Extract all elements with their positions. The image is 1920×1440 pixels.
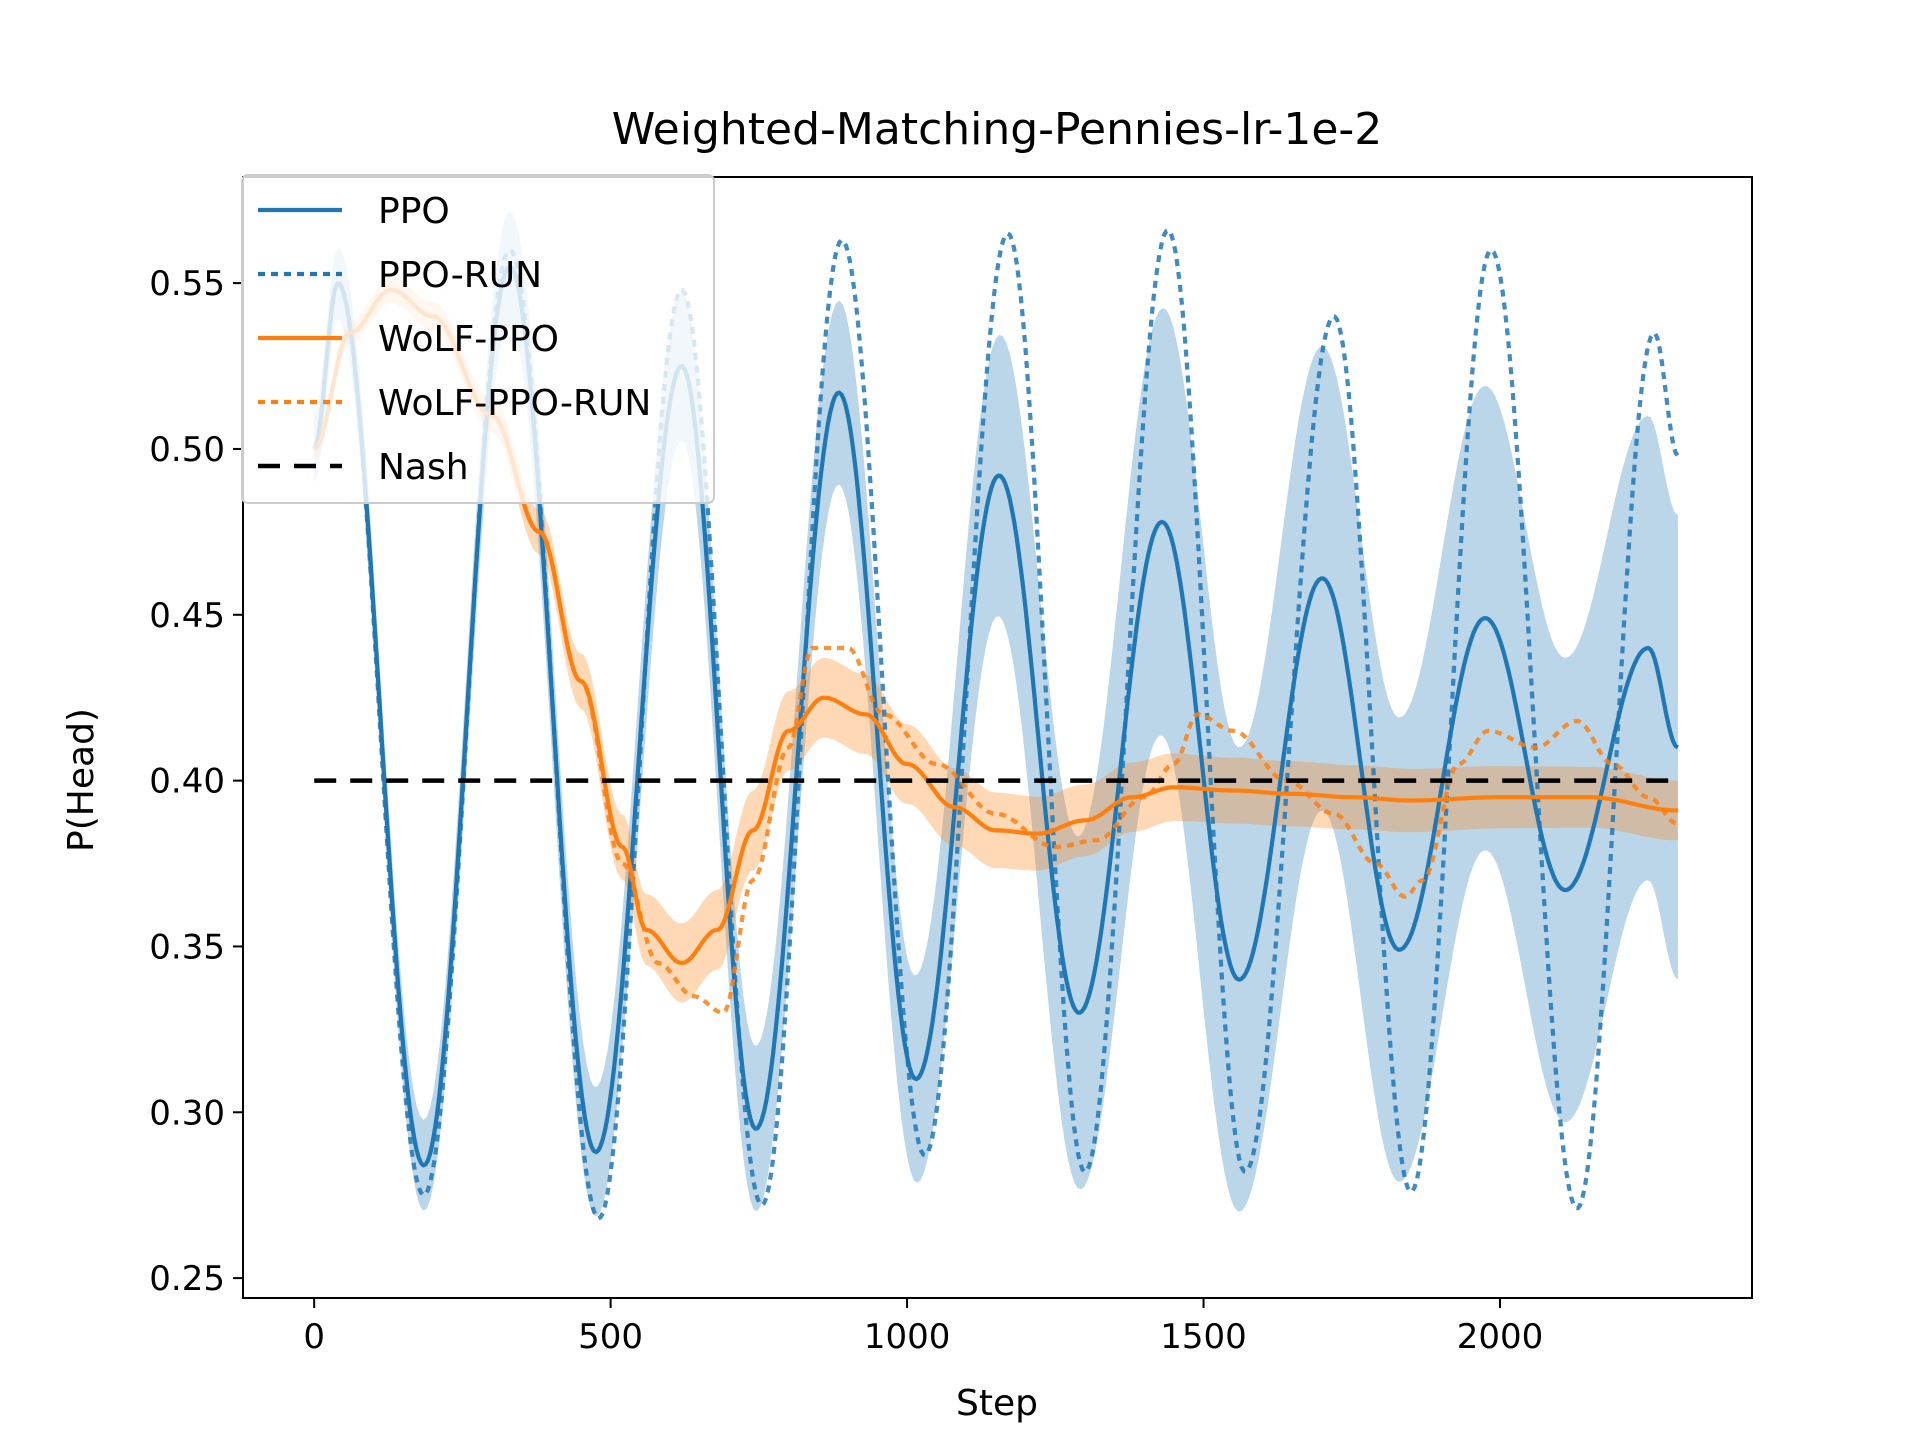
legend-label: WoLF-PPO-RUN (378, 383, 651, 424)
x-tick-label: 1000 (864, 1317, 951, 1357)
plot-clip-group (312, 212, 1680, 1221)
x-tick-label: 2000 (1457, 1317, 1544, 1357)
y-axis-label: P(Head) (61, 708, 102, 852)
plot-area (312, 212, 1680, 1221)
y-tick-label: 0.55 (149, 264, 225, 304)
legend-label: Nash (378, 447, 469, 488)
legend-label: PPO (378, 191, 450, 232)
y-tick-label: 0.25 (149, 1259, 225, 1299)
y-tick-label: 0.35 (149, 927, 225, 967)
x-tick-label: 1500 (1160, 1317, 1247, 1357)
wolf-ppo-line (313, 287, 1678, 966)
x-tick-label: 0 (303, 1317, 325, 1357)
chart-title: Weighted-Matching-Pennies-lr-1e-2 (612, 104, 1383, 155)
legend-label: PPO-RUN (378, 255, 542, 296)
y-tick-label: 0.40 (149, 762, 225, 802)
legend-box (241, 174, 715, 504)
ppo-confidence-band (314, 212, 1678, 1217)
axes: 0 500 1000 1500 2000 0.25 0.30 0.35 0.40 0.45 0.50… (149, 176, 1753, 1357)
x-axis-label: Step (956, 1383, 1038, 1424)
y-tick-label: 0.50 (149, 430, 225, 470)
wolf-ppo-confidence-band (314, 277, 1678, 1003)
legend-label: WoLF-PPO (378, 319, 559, 360)
x-tick-label: 500 (578, 1317, 643, 1357)
legend: PPO PPO-RUN WoLF-PPO WoLF-PPO-RUN Nash (241, 174, 715, 504)
plot-frame (242, 176, 1753, 1299)
y-tick-label: 0.30 (149, 1093, 225, 1133)
y-tick-label: 0.45 (149, 596, 225, 636)
